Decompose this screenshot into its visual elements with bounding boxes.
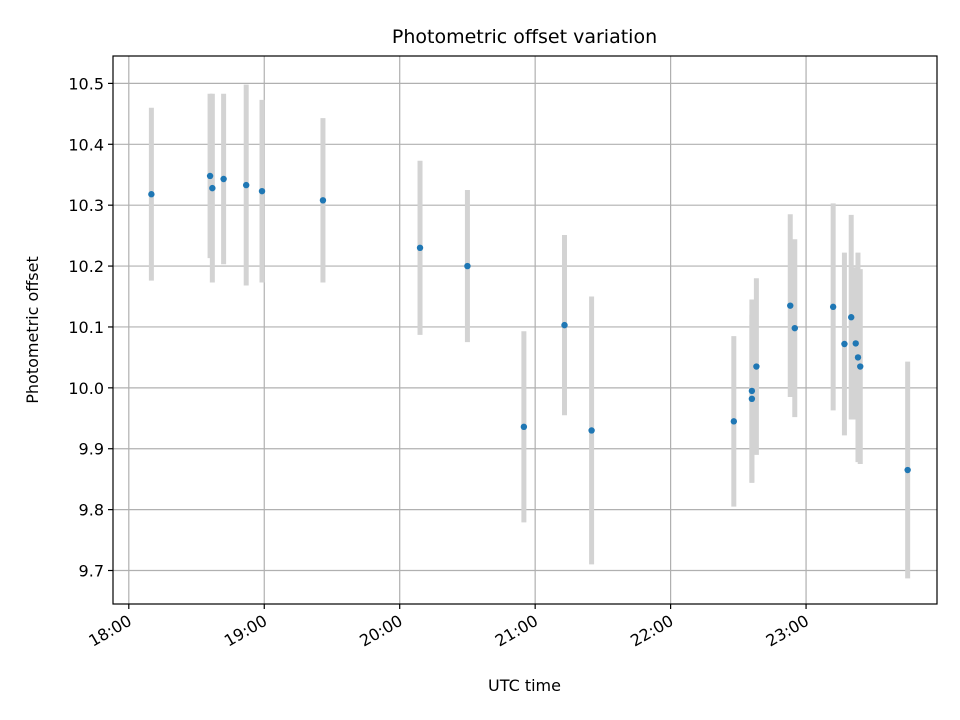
y-tick-label: 9.7 <box>79 562 104 581</box>
data-point <box>416 244 424 251</box>
data-point <box>854 354 862 361</box>
data-point <box>148 191 155 198</box>
data-point <box>730 418 738 425</box>
data-point <box>748 395 756 403</box>
data-point <box>829 303 837 311</box>
grid-layer <box>113 56 937 604</box>
y-axis-label: Photometric offset <box>23 256 42 404</box>
y-tick-label: 9.8 <box>79 501 104 520</box>
data-point <box>841 340 848 348</box>
data-point <box>464 262 471 270</box>
data-point <box>857 363 864 370</box>
data-point <box>520 423 528 431</box>
chart-title: Photometric offset variation <box>392 26 657 48</box>
y-tick-label: 10.0 <box>68 379 104 398</box>
data-point <box>206 172 214 180</box>
y-tick-label: 10.1 <box>68 318 104 337</box>
data-point <box>258 187 266 195</box>
data-point <box>209 184 216 192</box>
data-point <box>753 363 760 370</box>
y-tick-label: 10.5 <box>68 74 104 93</box>
y-tick-label: 10.4 <box>68 135 104 154</box>
data-point <box>220 175 227 183</box>
data-point <box>787 302 794 309</box>
data-point <box>848 314 855 321</box>
data-point <box>904 466 911 474</box>
data-point <box>588 427 595 434</box>
point-layer <box>148 172 911 474</box>
data-point <box>242 181 250 189</box>
data-point <box>748 387 756 395</box>
data-point <box>561 321 568 329</box>
y-tick-label: 10.2 <box>68 257 104 276</box>
y-tick-label: 9.9 <box>79 440 104 459</box>
plot-frame <box>112 55 938 605</box>
data-point <box>852 340 859 347</box>
data-point <box>319 197 327 204</box>
y-tick-label: 10.3 <box>68 196 104 215</box>
data-point <box>791 324 798 332</box>
x-axis-label: UTC time <box>488 676 561 695</box>
